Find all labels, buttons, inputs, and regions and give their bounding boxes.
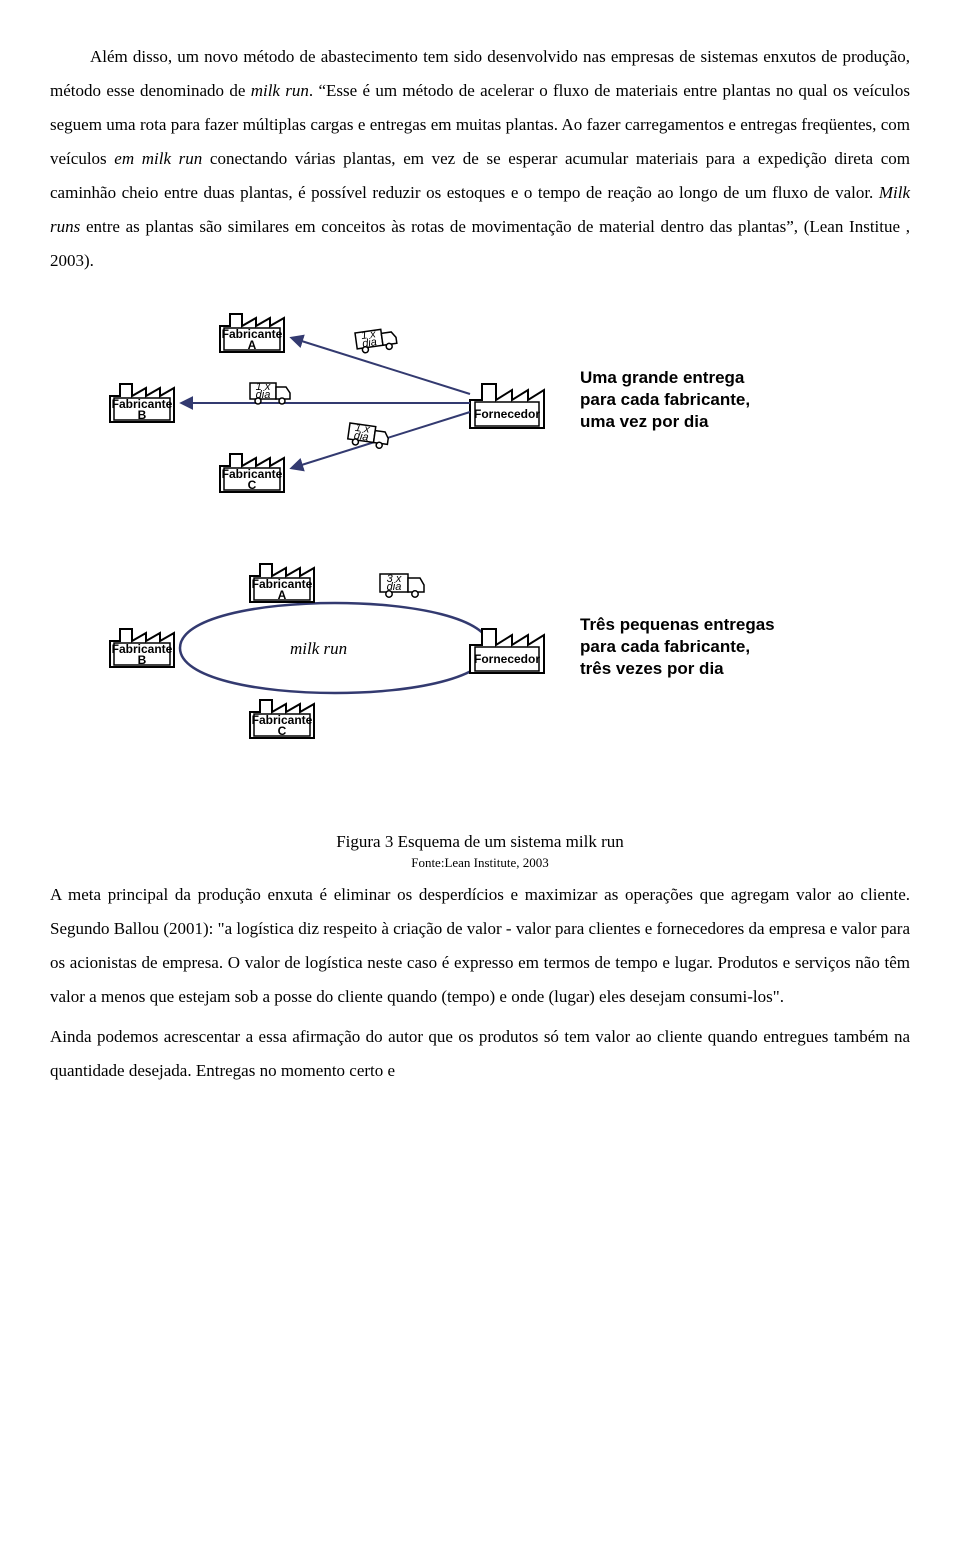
side-text-top: Uma grande entrega [580,368,745,387]
svg-text:dia: dia [387,581,402,593]
fornecedor-bottom-icon: Fornecedor [470,629,544,673]
figure-caption: Figura 3 Esquema de um sistema milk run … [50,830,910,872]
p3-text: Ainda podemos acrescentar a essa afirmaç… [50,1027,910,1080]
svg-text:A: A [248,338,257,352]
paragraph-2: A meta principal da produção enxuta é el… [50,878,910,1014]
svg-text:C: C [278,724,287,738]
svg-text:Fornecedor: Fornecedor [474,652,540,666]
svg-text:dia: dia [353,430,369,444]
milk-run-label: milk run [290,639,347,658]
p1-italic-1: milk run [251,81,309,100]
factory-c-bottom-icon: Fabricante C [250,700,314,738]
factory-a-bottom-icon: Fabricante A [250,564,314,602]
p1-text4: entre as plantas são similares em concei… [50,217,910,270]
arrow-top-a [292,338,470,394]
fornecedor-top-icon: Fornecedor [470,384,544,428]
factory-c-top-icon: Fabricante C [220,454,284,492]
milk-run-diagram: Fabricante A Fabricante B Fabricante C F… [100,308,860,790]
side-text-top: uma vez por dia [580,412,709,431]
side-text-bottom: Três pequenas entregas [580,615,775,634]
svg-text:B: B [138,408,147,422]
factory-a-top-icon: Fabricante A [220,314,284,352]
p1-italic-2: em milk run [114,149,202,168]
factory-b-top-icon: Fabricante B [110,384,174,422]
truck-bottom-3x-icon: 3 x dia [380,573,424,597]
svg-text:Fornecedor: Fornecedor [474,407,540,421]
truck-top-a-icon: 1 x dia [355,325,398,353]
svg-text:C: C [248,478,257,492]
paragraph-1: Além disso, um novo método de abastecime… [50,40,910,278]
factory-b-bottom-icon: Fabricante B [110,629,174,667]
p2-text: A meta principal da produção enxuta é el… [50,885,910,1006]
truck-top-b-icon: 1 x dia [250,381,290,404]
svg-text:A: A [278,588,287,602]
truck-top-c-icon: 1 x dia [347,421,390,449]
diagram-svg: Fabricante A Fabricante B Fabricante C F… [100,308,860,778]
side-text-bottom: para cada fabricante, [580,637,750,656]
svg-text:B: B [138,653,147,667]
svg-text:dia: dia [361,336,377,350]
svg-text:dia: dia [256,389,271,401]
caption-source: Fonte:Lean Institute, 2003 [50,854,910,872]
side-text-top: para cada fabricante, [580,390,750,409]
side-text-bottom: três vezes por dia [580,659,724,678]
caption-title: Figura 3 Esquema de um sistema milk run [50,830,910,854]
paragraph-3: Ainda podemos acrescentar a essa afirmaç… [50,1020,910,1088]
